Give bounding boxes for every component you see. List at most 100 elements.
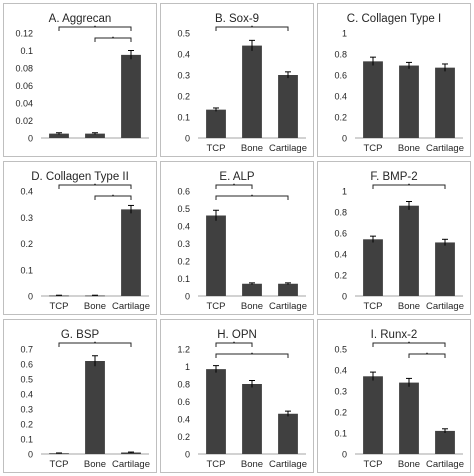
y-tick-label: 0.3 <box>20 405 33 415</box>
bar-tcp <box>363 239 383 296</box>
chart-panel-3: C. Collagen Type I 0 0.2 0.4 0.6 0.8 1 TCP Bone C… <box>317 3 471 157</box>
x-tick-label: TCP <box>364 143 383 154</box>
bar-cartilage <box>121 452 141 454</box>
chart-panel-5: E. ALP 0 0.1 0.2 0.3 0.4 0.5 0.6 TCP Bone Cartilag… <box>160 161 314 315</box>
bar-bone <box>242 283 262 296</box>
y-tick-label: 0.1 <box>20 435 33 445</box>
y-tick-label: 0 <box>342 134 347 144</box>
y-tick-label: 0.4 <box>20 187 33 197</box>
y-tick-label: 0.5 <box>20 375 33 385</box>
significance-marker <box>233 183 235 186</box>
bar-cartilage <box>278 413 298 454</box>
y-tick-label: 0.4 <box>177 415 190 425</box>
y-tick-label: 0.2 <box>177 257 190 267</box>
x-tick-label: Cartilage <box>426 459 464 470</box>
significance-marker <box>408 341 410 344</box>
bar-cartilage <box>121 209 141 296</box>
y-tick-label: 0.02 <box>15 116 33 126</box>
bar-bone <box>399 382 419 454</box>
y-tick-label: 0.6 <box>334 229 347 239</box>
y-tick-label: 0.04 <box>15 99 33 109</box>
significance-marker <box>426 352 428 355</box>
x-tick-label: Cartilage <box>112 301 150 312</box>
bar-bone <box>85 133 105 138</box>
significance-marker <box>94 25 96 28</box>
bar-tcp <box>206 109 226 138</box>
y-tick-label: 0.2 <box>177 432 190 442</box>
y-tick-label: 0 <box>185 134 190 144</box>
chart-panel-4: D. Collagen Type II 0 0.1 0.2 0.3 0.4 TCP Bone C… <box>3 161 157 315</box>
chart-panel-7: G. BSP 0 0.1 0.2 0.3 0.4 0.5 0.6 0.7 TCP Bone Carti… <box>3 319 157 473</box>
significance-marker <box>94 183 96 186</box>
y-tick-label: 0.4 <box>177 222 190 232</box>
bar-cartilage <box>278 283 298 296</box>
y-tick-label: 0.3 <box>334 387 347 397</box>
significance-marker <box>251 352 253 355</box>
chart-title: A. Aggrecan <box>49 13 112 25</box>
y-tick-label: 1 <box>342 29 347 39</box>
bar-bone <box>242 384 262 454</box>
chart-title: G. BSP <box>61 329 100 341</box>
chart-panel-8: H. OPN 0 0.2 0.4 0.6 0.8 1 1.2 TCP Bone Cartilage <box>160 319 314 473</box>
y-tick-label: 0.3 <box>20 213 33 223</box>
y-tick-label: 0.8 <box>177 380 190 390</box>
bar-cartilage <box>435 430 455 454</box>
x-tick-label: Bone <box>241 459 263 470</box>
y-tick-label: 0 <box>342 292 347 302</box>
chart-panel-9: I. Runx-2 0 0.1 0.2 0.3 0.4 0.5 TCP Bone Cartilag… <box>317 319 471 473</box>
bar-bone <box>85 361 105 454</box>
bar-tcp <box>49 453 69 455</box>
y-tick-label: 0.3 <box>177 239 190 249</box>
significance-marker <box>112 194 114 197</box>
chart-panel-2: B. Sox-9 0 0.1 0.2 0.3 0.4 0.5 TCP Bone Cartilage <box>160 3 314 157</box>
x-tick-label: TCP <box>207 143 226 154</box>
x-tick-label: Cartilage <box>426 143 464 154</box>
y-tick-label: 0.5 <box>177 29 190 39</box>
chart-title: E. ALP <box>219 171 254 183</box>
bar-bone <box>399 65 419 138</box>
y-tick-label: 0 <box>185 450 190 460</box>
x-tick-label: TCP <box>50 301 69 312</box>
chart-title: D. Collagen Type II <box>31 171 129 183</box>
y-tick-label: 0.2 <box>20 420 33 430</box>
bar-bone <box>85 295 105 297</box>
chart-title: F. BMP-2 <box>370 171 417 183</box>
y-tick-label: 0.8 <box>334 50 347 60</box>
chart-title: H. OPN <box>217 329 257 341</box>
y-tick-label: 0.4 <box>334 366 347 376</box>
y-tick-label: 0 <box>28 292 33 302</box>
y-tick-label: 0.8 <box>334 208 347 218</box>
significance-marker <box>233 341 235 344</box>
bar-cartilage <box>435 67 455 138</box>
y-tick-label: 1 <box>185 362 190 372</box>
significance-marker <box>112 36 114 39</box>
bar-cartilage <box>278 75 298 138</box>
y-tick-label: 0 <box>28 134 33 144</box>
x-tick-label: TCP <box>207 459 226 470</box>
y-tick-label: 0.4 <box>334 92 347 102</box>
bar-tcp <box>206 215 226 296</box>
y-tick-label: 0.7 <box>20 345 33 355</box>
y-tick-label: 0.4 <box>20 390 33 400</box>
x-tick-label: Cartilage <box>269 143 307 154</box>
y-tick-label: 0.2 <box>334 113 347 123</box>
bar-tcp <box>49 295 69 297</box>
y-tick-label: 0.06 <box>15 81 33 91</box>
y-tick-label: 0.2 <box>334 408 347 418</box>
x-tick-label: TCP <box>364 459 383 470</box>
chart-panel-6: F. BMP-2 0 0.2 0.4 0.6 0.8 1 TCP Bone Cartilage <box>317 161 471 315</box>
bar-tcp <box>363 376 383 454</box>
bar-cartilage <box>121 54 141 138</box>
y-tick-label: 0 <box>28 450 33 460</box>
x-tick-label: TCP <box>364 301 383 312</box>
y-tick-label: 0.2 <box>334 271 347 281</box>
x-tick-label: Bone <box>84 459 106 470</box>
y-tick-label: 1.2 <box>177 345 190 355</box>
x-tick-label: Bone <box>398 459 420 470</box>
significance-marker <box>408 183 410 186</box>
y-tick-label: 0.1 <box>177 274 190 284</box>
x-tick-label: Cartilage <box>269 459 307 470</box>
chart-title: I. Runx-2 <box>371 329 418 341</box>
y-tick-label: 0.5 <box>177 204 190 214</box>
x-tick-label: Cartilage <box>426 301 464 312</box>
